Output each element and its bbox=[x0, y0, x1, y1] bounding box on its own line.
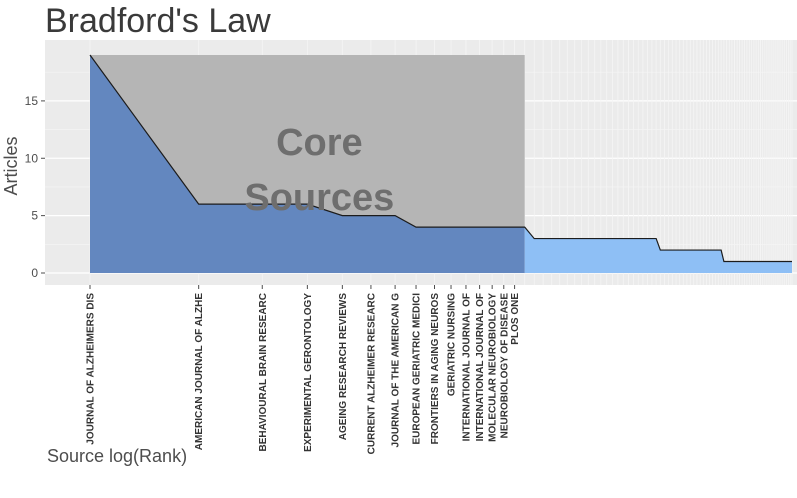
core-sources-label: Core Sources bbox=[244, 122, 394, 219]
core-label-line1: Core bbox=[276, 122, 363, 164]
x-tick-label: PLOS ONE bbox=[510, 293, 521, 345]
x-tick-label: INTERNATIONAL JOURNAL OF bbox=[461, 293, 472, 441]
core-area bbox=[90, 55, 525, 273]
x-tick-label: BEHAVIOURAL BRAIN RESEARC bbox=[258, 293, 269, 452]
x-tick-label: JOURNAL OF ALZHEIMERS DIS bbox=[86, 293, 97, 445]
y-axis-title: Articles bbox=[1, 136, 21, 195]
series-line bbox=[89, 54, 792, 263]
x-tick-label: CURRENT ALZHEIMER RESEARC bbox=[366, 293, 377, 454]
x-tick-label: AGEING RESEARCH REVIEWS bbox=[338, 293, 349, 441]
x-tick-label: INTERNATIONAL JOURNAL OF bbox=[475, 293, 486, 441]
x-tick-label: NEUROBIOLOGY OF DISEASE bbox=[499, 293, 510, 439]
x-axis-title: Source log(Rank) bbox=[47, 446, 187, 466]
y-tick-label: 10 bbox=[25, 151, 39, 165]
x-tick-label: FRONTIERS IN AGING NEUROS bbox=[430, 293, 441, 445]
x-tick-label: GERIATRIC NURSING bbox=[447, 293, 458, 396]
x-tick-label: MOLECULAR NEUROBIOLOGY bbox=[488, 293, 499, 442]
y-tick-label: 5 bbox=[31, 209, 38, 223]
y-tick-label: 15 bbox=[25, 94, 39, 108]
x-tick-label: EUROPEAN GERIATRIC MEDICI bbox=[412, 293, 423, 445]
area-layer bbox=[89, 54, 792, 273]
x-tick-label: AMERICAN JOURNAL OF ALZHE bbox=[194, 293, 205, 451]
x-tick-label: EXPERIMENTAL GERONTOLOGY bbox=[303, 293, 314, 452]
chart-title: Bradford's Law bbox=[45, 2, 271, 40]
y-tick-label: 0 bbox=[31, 266, 38, 280]
x-tick-label: JOURNAL OF THE AMERICAN G bbox=[391, 293, 402, 448]
x-axis: JOURNAL OF ALZHEIMERS DIS AMERICAN JOURNA… bbox=[86, 285, 521, 454]
core-label-line2: Sources bbox=[244, 177, 394, 219]
y-axis: 0 5 10 15 bbox=[25, 94, 45, 280]
